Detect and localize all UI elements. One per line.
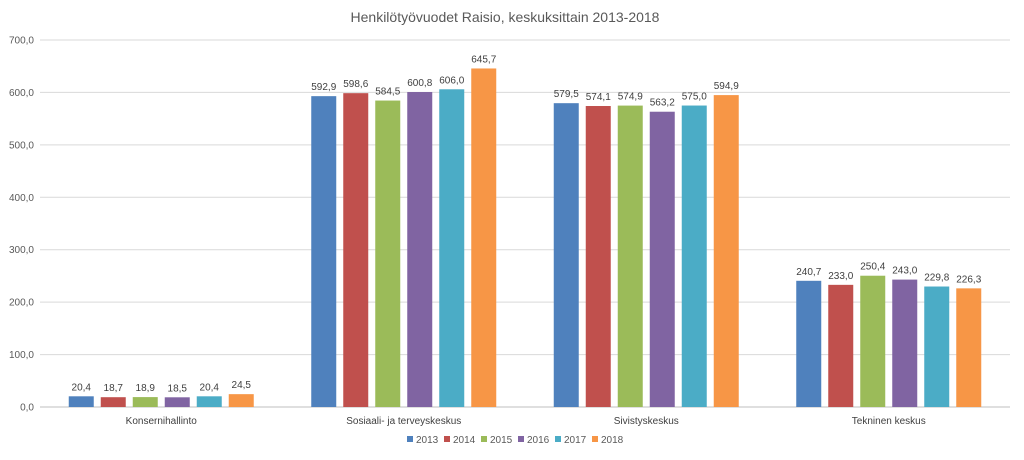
data-label: 579,5 — [554, 89, 579, 100]
bar-2014 — [585, 106, 611, 407]
data-label: 226,3 — [956, 274, 981, 285]
data-label: 594,9 — [714, 81, 739, 92]
y-tick-label: 600,0 — [9, 88, 34, 99]
data-label: 18,9 — [136, 383, 156, 394]
bar-2015 — [375, 100, 401, 408]
data-label: 24,5 — [232, 380, 252, 391]
bar-2016 — [649, 111, 675, 407]
bar-2018 — [956, 288, 982, 407]
y-tick-label: 700,0 — [9, 36, 34, 47]
legend-label: 2013 — [416, 435, 439, 446]
y-tick-label: 300,0 — [9, 245, 34, 256]
bar-2013 — [311, 96, 337, 407]
data-label: 574,9 — [618, 92, 643, 103]
data-label: 250,4 — [860, 262, 885, 273]
legend-label: 2018 — [601, 435, 624, 446]
y-tick-label: 0,0 — [20, 403, 34, 414]
category-label: Tekninen keskus — [852, 416, 926, 427]
data-label: 592,9 — [311, 82, 336, 93]
legend-label: 2015 — [490, 435, 513, 446]
bar-2014 — [100, 397, 126, 407]
bar-2017 — [924, 286, 950, 407]
bar-2015 — [617, 105, 643, 408]
data-label: 233,0 — [828, 271, 853, 282]
y-tick-label: 200,0 — [9, 298, 34, 309]
legend-swatch — [481, 436, 487, 442]
bar-2016 — [164, 397, 190, 407]
bar-2017 — [439, 89, 465, 407]
bar-2015 — [132, 397, 158, 407]
legend-label: 2017 — [564, 435, 587, 446]
gridlines — [40, 39, 1010, 408]
legend-swatch — [592, 436, 598, 442]
bars — [68, 68, 982, 408]
bar-2013 — [68, 396, 94, 407]
y-tick-label: 400,0 — [9, 193, 34, 204]
data-label: 645,7 — [471, 54, 496, 65]
legend-label: 2016 — [527, 435, 550, 446]
data-label: 240,7 — [796, 267, 821, 278]
bar-2018 — [713, 95, 739, 408]
legend-swatch — [555, 436, 561, 442]
x-axis: Konsernihallinto Sosiaali- ja terveyskesk… — [126, 416, 926, 427]
data-label: 606,0 — [439, 75, 464, 86]
legend-swatch — [518, 436, 524, 442]
y-tick-label: 500,0 — [9, 140, 34, 151]
y-tick-label: 100,0 — [9, 350, 34, 361]
bar-2015 — [860, 275, 886, 407]
legend-swatch — [407, 436, 413, 442]
data-label: 243,0 — [892, 266, 917, 277]
bar-2017 — [196, 396, 222, 407]
data-label: 18,7 — [104, 383, 124, 394]
data-label: 20,4 — [72, 382, 92, 393]
category-label: Sosiaali- ja terveyskeskus — [346, 416, 461, 427]
legend-label: 2014 — [453, 435, 476, 446]
bar-2018 — [471, 68, 497, 407]
data-label: 229,8 — [924, 273, 949, 284]
bar-2013 — [796, 280, 822, 407]
y-axis-ticks: 0,0 100,0 200,0 300,0 400,0 500,0 600,0 700,0 — [9, 36, 34, 414]
chart-title: Henkilötyövuodet Raisio, keskuksittain 2… — [351, 9, 660, 25]
bar-2014 — [828, 284, 854, 407]
data-label: 600,8 — [407, 78, 432, 89]
data-labels: 20,4 18,7 18,9 18,5 20,4 24,5 592,9 598,6 584,5 6… — [72, 54, 982, 394]
bar-2014 — [343, 93, 369, 408]
data-label: 563,2 — [650, 98, 675, 109]
data-label: 598,6 — [343, 79, 368, 90]
category-label: Sivistyskeskus — [614, 416, 679, 427]
bar-2018 — [228, 394, 254, 407]
bar-2016 — [892, 279, 918, 407]
data-label: 20,4 — [200, 382, 220, 393]
data-label: 584,5 — [375, 87, 400, 98]
category-label: Konsernihallinto — [126, 416, 198, 427]
data-label: 574,1 — [586, 92, 611, 103]
bar-2016 — [407, 92, 433, 407]
bar-2013 — [553, 103, 579, 408]
legend-swatch — [444, 436, 450, 442]
data-label: 18,5 — [168, 383, 188, 394]
legend: 2013 2014 2015 2016 2017 2018 — [407, 435, 624, 446]
data-label: 575,0 — [682, 92, 707, 103]
bar-2017 — [681, 105, 707, 408]
